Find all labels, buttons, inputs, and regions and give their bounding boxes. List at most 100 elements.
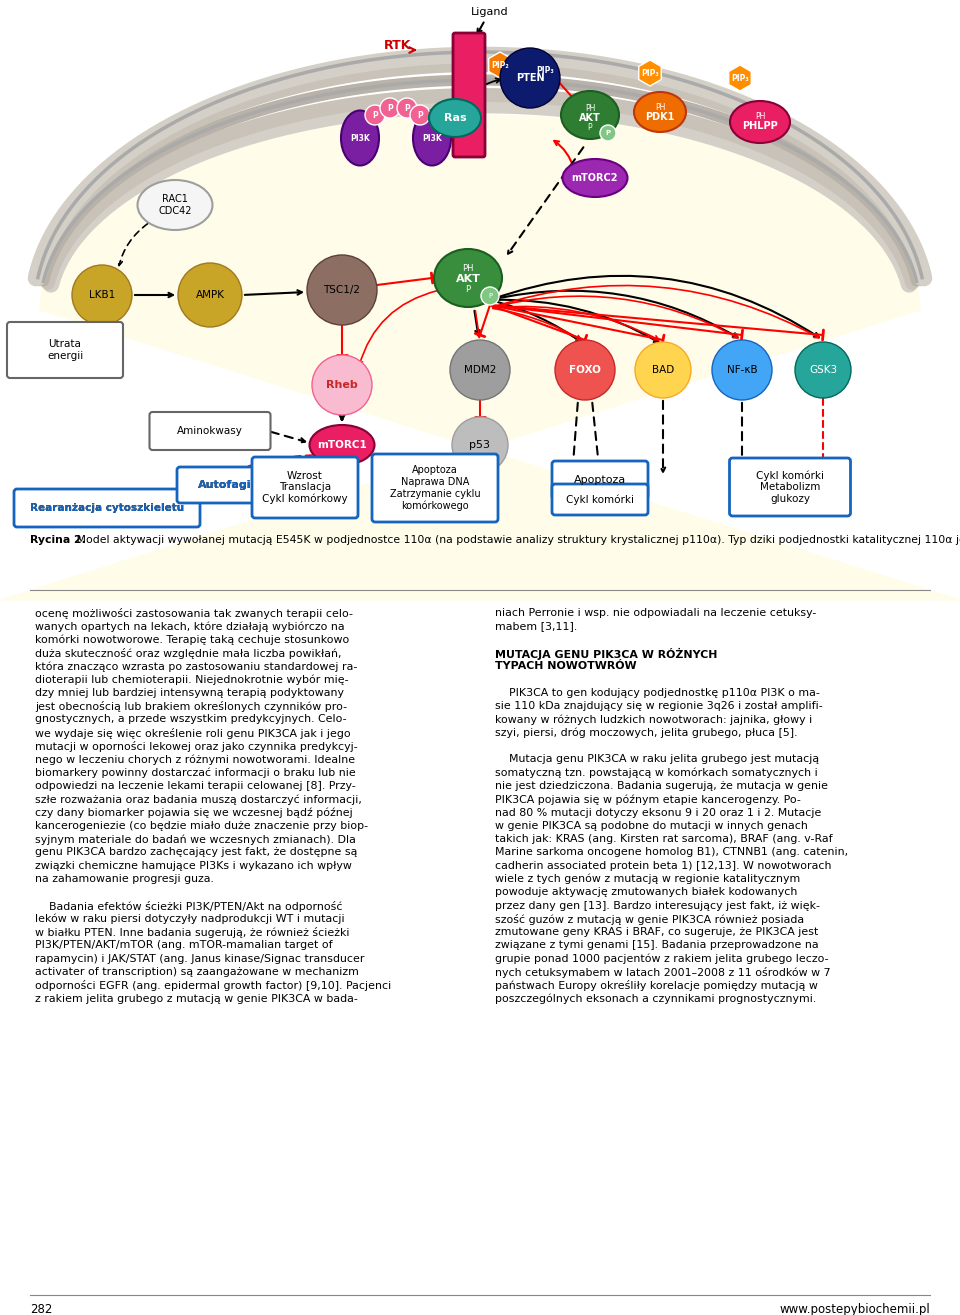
Text: TYPACH NOWOTWRÓW: TYPACH NOWOTWRÓW <box>495 661 636 671</box>
Text: szłe rozważania oraz badania muszą dostarczyć informacji,: szłe rozważania oraz badania muszą dosta… <box>35 794 362 805</box>
Text: Autofagi: Autofagi <box>199 480 252 490</box>
FancyBboxPatch shape <box>14 489 200 527</box>
FancyBboxPatch shape <box>372 454 498 522</box>
Text: Autofagi: Autofagi <box>199 480 252 490</box>
Circle shape <box>178 263 242 327</box>
Text: PHLPP: PHLPP <box>742 121 778 132</box>
Text: AMPK: AMPK <box>196 291 225 300</box>
Text: PI3K: PI3K <box>350 134 370 142</box>
Text: dioterapii lub chemioterapii. Niejednokrotnie wybór mię-: dioterapii lub chemioterapii. Niejednokr… <box>35 675 348 685</box>
Text: PH: PH <box>755 112 765 121</box>
Text: nych cetuksymabem w latach 2001–2008 z 11 ośrodków w 7: nych cetuksymabem w latach 2001–2008 z 1… <box>495 967 830 978</box>
Text: BAD: BAD <box>652 366 674 375</box>
Circle shape <box>307 255 377 325</box>
Text: państwach Europy określiły korelacje pomiędzy mutacją w: państwach Europy określiły korelacje pom… <box>495 981 818 992</box>
Text: mutacji w oporności lekowej oraz jako czynnika predykcyj-: mutacji w oporności lekowej oraz jako cz… <box>35 740 358 752</box>
FancyBboxPatch shape <box>7 322 123 377</box>
FancyBboxPatch shape <box>150 412 271 450</box>
Text: Ligand: Ligand <box>471 7 509 17</box>
Text: mabem [3,11].: mabem [3,11]. <box>495 621 577 631</box>
Text: P: P <box>466 284 470 293</box>
Text: Rearanżacja cytoszkieletu: Rearanżacja cytoszkieletu <box>30 504 184 513</box>
Circle shape <box>312 355 372 416</box>
Text: PIP₃: PIP₃ <box>536 66 554 75</box>
Text: Aminokwasy: Aminokwasy <box>177 426 243 437</box>
Text: czy dany biomarker pojawia się we wczesnej bądź późnej: czy dany biomarker pojawia się we wczesn… <box>35 807 352 818</box>
Text: Rheb: Rheb <box>326 380 358 391</box>
Text: somatyczną tzn. powstającą w komórkach somatycznych i: somatyczną tzn. powstającą w komórkach s… <box>495 768 818 778</box>
Text: 282: 282 <box>30 1303 53 1315</box>
Text: wanych opartych na lekach, które działają wybiórczo na: wanych opartych na lekach, które działaj… <box>35 621 345 631</box>
Text: LKB1: LKB1 <box>89 291 115 300</box>
Text: w białku PTEN. Inne badania sugerują, że również ścieżki: w białku PTEN. Inne badania sugerują, że… <box>35 927 349 938</box>
FancyBboxPatch shape <box>453 33 485 156</box>
Text: takich jak: KRAS (ang. Kirsten rat sarcoma), BRAF (ang. v-Raf: takich jak: KRAS (ang. Kirsten rat sarco… <box>495 834 832 844</box>
Text: z rakiem jelita grubego z mutacją w genie PIK3CA w bada-: z rakiem jelita grubego z mutacją w geni… <box>35 994 358 1003</box>
Text: P: P <box>418 110 422 120</box>
Text: Apoptoza
Naprawa DNA
Zatrzymanie cyklu
komórkowego: Apoptoza Naprawa DNA Zatrzymanie cyklu k… <box>390 466 480 510</box>
Text: na zahamowanie progresji guza.: na zahamowanie progresji guza. <box>35 874 214 884</box>
Text: jest obecnością lub brakiem określonych czynników pro-: jest obecnością lub brakiem określonych … <box>35 701 348 713</box>
Circle shape <box>365 105 385 125</box>
Text: AKT: AKT <box>579 113 601 124</box>
Text: PDK1: PDK1 <box>645 112 675 122</box>
Ellipse shape <box>137 180 212 230</box>
Text: odpowiedzi na leczenie lekami terapii celowanej [8]. Przy-: odpowiedzi na leczenie lekami terapii ce… <box>35 781 356 790</box>
Circle shape <box>600 125 616 141</box>
Text: nad 80 % mutacji dotyczy eksonu 9 i 20 oraz 1 i 2. Mutacje: nad 80 % mutacji dotyczy eksonu 9 i 20 o… <box>495 807 822 818</box>
Text: związane z tymi genami [15]. Badania przeprowadzone na: związane z tymi genami [15]. Badania prz… <box>495 940 819 951</box>
FancyBboxPatch shape <box>252 458 358 518</box>
Text: P: P <box>404 104 410 113</box>
Ellipse shape <box>561 91 619 139</box>
Text: Apoptoza: Apoptoza <box>574 475 626 485</box>
Circle shape <box>712 341 772 400</box>
Text: PI3K: PI3K <box>422 134 442 142</box>
Text: RAC1
CDC42: RAC1 CDC42 <box>158 195 192 216</box>
Text: Rearanżacja cytoszkieletu: Rearanżacja cytoszkieletu <box>30 504 184 513</box>
Text: PH: PH <box>585 104 595 113</box>
Circle shape <box>380 99 400 118</box>
Text: P: P <box>488 293 492 299</box>
Text: związki chemiczne hamujące PI3Ks i wykazano ich wpływ: związki chemiczne hamujące PI3Ks i wykaz… <box>35 861 352 871</box>
Polygon shape <box>729 64 752 91</box>
Text: cadherin associated protein beta 1) [12,13]. W nowotworach: cadherin associated protein beta 1) [12,… <box>495 861 831 871</box>
Text: PIK3CA pojawia się w późnym etapie kancerogenzy. Po-: PIK3CA pojawia się w późnym etapie kance… <box>495 794 801 805</box>
Ellipse shape <box>434 249 502 306</box>
Text: PTEN: PTEN <box>516 74 544 83</box>
Text: komórki nowotworowe. Terapię taką cechuje stosunkowo: komórki nowotworowe. Terapię taką cechuj… <box>35 635 349 646</box>
Circle shape <box>397 99 417 118</box>
Circle shape <box>795 342 851 398</box>
Text: zmutowane geny KRAS i BRAF, co sugeruje, że PIK3CA jest: zmutowane geny KRAS i BRAF, co sugeruje,… <box>495 927 818 938</box>
Circle shape <box>635 342 691 398</box>
Text: Cykl komórki
Metabolizm
glukozy: Cykl komórki Metabolizm glukozy <box>756 471 824 504</box>
Text: Utrata
energii: Utrata energii <box>47 339 84 360</box>
Ellipse shape <box>730 101 790 143</box>
Text: w genie PIK3CA są podobne do mutacji w innych genach: w genie PIK3CA są podobne do mutacji w i… <box>495 821 808 831</box>
Ellipse shape <box>413 110 451 166</box>
Text: GSK3: GSK3 <box>809 366 837 375</box>
Text: duża skuteczność oraz względnie mała liczba powikłań,: duża skuteczność oraz względnie mała lic… <box>35 648 342 659</box>
Text: kowany w różnych ludzkich nowotworach: jajnika, głowy i: kowany w różnych ludzkich nowotworach: j… <box>495 714 812 725</box>
Text: odporności EGFR (ang. epidermal growth factor) [9,10]. Pacjenci: odporności EGFR (ang. epidermal growth f… <box>35 981 392 992</box>
Text: activater of transcription) są zaangażowane w mechanizm: activater of transcription) są zaangażow… <box>35 967 359 977</box>
Text: P: P <box>606 130 611 135</box>
Text: Marine sarkoma oncogene homolog B1), CTNNB1 (ang. catenin,: Marine sarkoma oncogene homolog B1), CTN… <box>495 847 848 857</box>
FancyBboxPatch shape <box>552 462 648 498</box>
Text: P: P <box>387 104 393 113</box>
Circle shape <box>500 49 560 108</box>
Ellipse shape <box>634 92 686 132</box>
Text: PIP₃: PIP₃ <box>641 68 659 78</box>
Text: powoduje aktywację zmutowanych białek kodowanych: powoduje aktywację zmutowanych białek ko… <box>495 888 798 897</box>
Text: Wzrost
Translacja
Cykl komórkowy: Wzrost Translacja Cykl komórkowy <box>262 471 348 505</box>
Text: rapamycin) i JAK/STAT (ang. Janus kinase/Signac transducer: rapamycin) i JAK/STAT (ang. Janus kinase… <box>35 953 365 964</box>
Text: niach Perronie i wsp. nie odpowiadali na leczenie cetuksy-: niach Perronie i wsp. nie odpowiadali na… <box>495 608 816 618</box>
Text: PH: PH <box>655 103 665 112</box>
Text: we wydaje się więc określenie roli genu PIK3CA jak i jego: we wydaje się więc określenie roli genu … <box>35 727 350 739</box>
Text: grupie ponad 1000 pacjentów z rakiem jelita grubego leczo-: grupie ponad 1000 pacjentów z rakiem jel… <box>495 953 828 964</box>
Circle shape <box>410 105 430 125</box>
Text: RTK: RTK <box>384 38 412 51</box>
Text: PIP₂: PIP₂ <box>492 60 509 70</box>
Text: PIP₃: PIP₃ <box>732 74 749 83</box>
Text: p53: p53 <box>469 441 491 450</box>
Text: NF-κB: NF-κB <box>727 366 757 375</box>
